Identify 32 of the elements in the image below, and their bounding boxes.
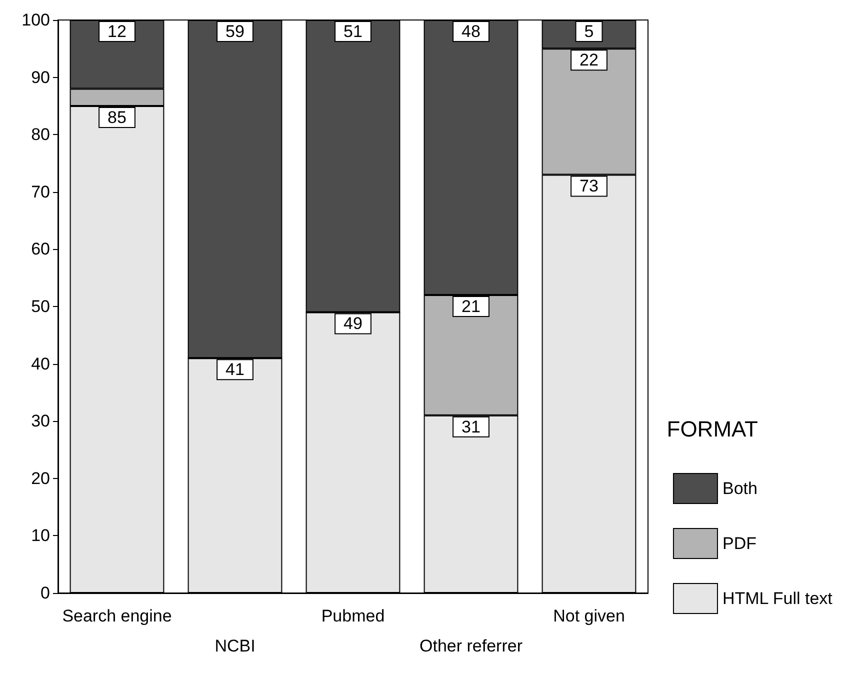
legend-label: HTML Full text xyxy=(722,589,833,608)
data-label: 59 xyxy=(226,22,244,41)
y-tick-label: 60 xyxy=(31,240,50,259)
data-label: 31 xyxy=(462,417,480,436)
y-tick-label: 10 xyxy=(31,526,50,546)
data-label: 85 xyxy=(108,108,126,127)
data-label: 48 xyxy=(462,22,480,41)
legend-label: PDF xyxy=(722,534,756,553)
y-tick-label: 20 xyxy=(31,468,50,488)
y-tick-label: 90 xyxy=(31,68,50,87)
legend-label: Both xyxy=(722,479,758,498)
y-tick-label: 100 xyxy=(22,10,50,30)
x-tick-label: Other referrer xyxy=(420,636,523,656)
data-label: 5 xyxy=(584,22,594,41)
data-label: 21 xyxy=(462,297,480,316)
y-tick-label: 50 xyxy=(31,297,50,316)
y-tick-label: 30 xyxy=(31,412,50,431)
data-label: 51 xyxy=(344,22,362,41)
data-label: 49 xyxy=(344,314,362,334)
data-label: 12 xyxy=(108,22,126,41)
data-label: 73 xyxy=(580,176,598,196)
x-tick-label: NCBI xyxy=(214,636,256,656)
y-tick-label: 70 xyxy=(31,182,50,202)
legend-title: FORMAT xyxy=(666,416,758,442)
y-tick-label: 80 xyxy=(31,125,50,144)
y-tick-label: 40 xyxy=(31,354,50,374)
x-tick-label: Not given xyxy=(553,606,625,626)
x-tick-label: Pubmed xyxy=(321,606,385,626)
x-tick-label: Search engine xyxy=(62,606,172,626)
data-label: 41 xyxy=(226,360,244,380)
y-tick-label: 0 xyxy=(40,584,50,602)
data-label: 22 xyxy=(580,50,598,70)
